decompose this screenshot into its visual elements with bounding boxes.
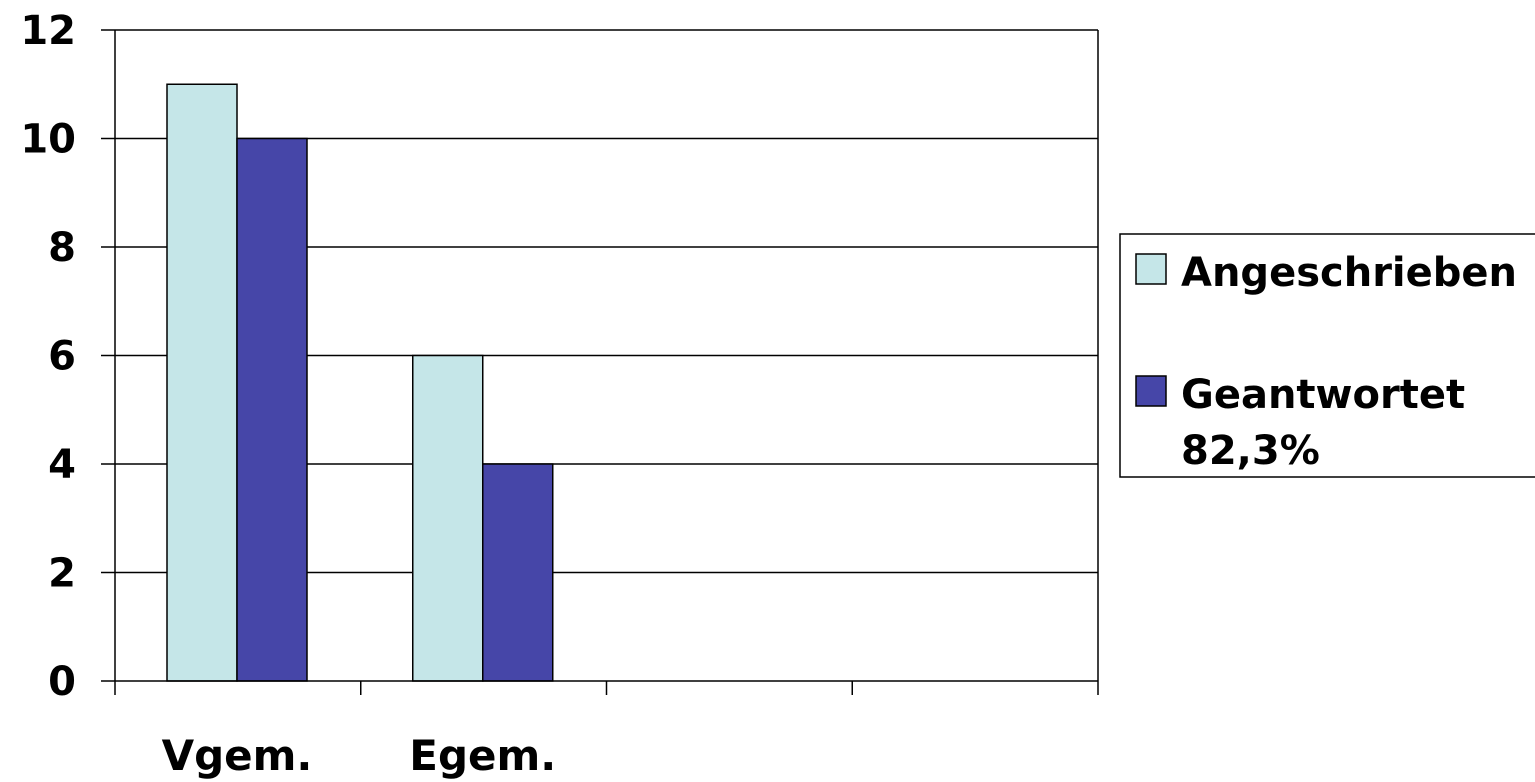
bar-angeschrieben-0: [166, 83, 238, 682]
y-tick-label: 8: [48, 225, 76, 271]
legend-box: [1119, 233, 1535, 478]
y-tick-label: 10: [20, 117, 76, 163]
axes: [101, 29, 1099, 695]
legend-swatch-angeschrieben: [1135, 253, 1167, 285]
legend-label-angeschrieben: Angeschrieben: [1181, 250, 1517, 296]
category-label: Egem.: [409, 731, 556, 780]
bar-geantwortet-1: [482, 463, 554, 682]
y-tick-label: 2: [48, 551, 76, 597]
legend-label-geantwortet: Geantwortet 82,3%: [1181, 372, 1465, 474]
y-tick-label: 6: [48, 334, 76, 380]
bars: [166, 83, 554, 682]
category-labels: Vgem. Egem.: [162, 731, 557, 780]
y-tick-label: 4: [48, 442, 76, 488]
y-tick-label: 0: [48, 659, 76, 705]
bar-angeschrieben-1: [412, 354, 484, 682]
y-tick-labels: 0 2 4 6 8 10 12: [20, 8, 76, 705]
category-label: Vgem.: [162, 731, 313, 780]
y-tick-label: 12: [20, 8, 76, 54]
legend: Angeschrieben Geantwortet 82,3%: [1119, 233, 1535, 478]
bar-geantwortet-0: [236, 137, 308, 682]
legend-swatch-geantwortet: [1135, 375, 1167, 407]
